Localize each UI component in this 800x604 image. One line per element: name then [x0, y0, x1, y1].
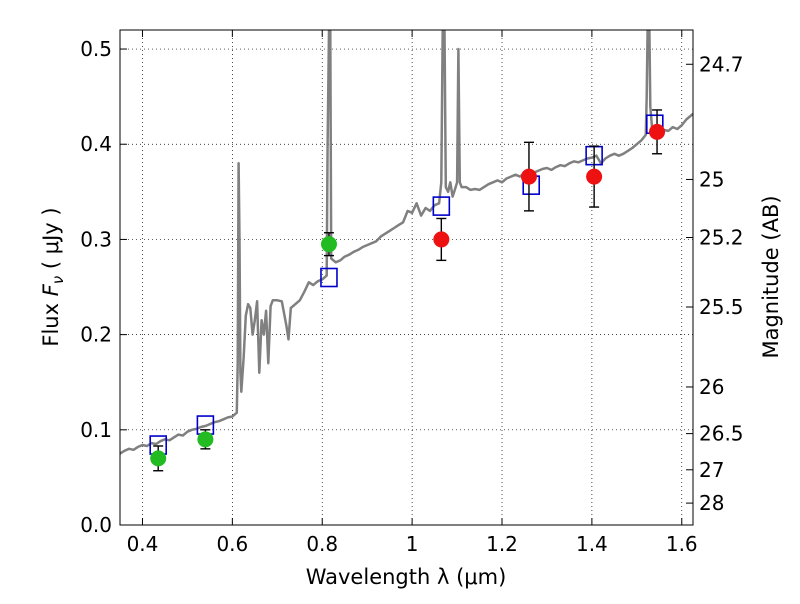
x-tick-label: 0.4: [127, 532, 159, 556]
y-tick-label: 0.3: [80, 227, 112, 251]
x-tick-label: 1: [406, 532, 419, 556]
y2-axis-label: Magnitude (AB): [759, 195, 783, 358]
model-spectrum-layer: [120, 30, 693, 455]
y2-tick-label: 26: [699, 375, 724, 399]
x-tick-label: 1.6: [666, 532, 698, 556]
y2-tick-label: 26.5: [699, 422, 744, 446]
x-axis-label: Wavelength λ (μm): [306, 565, 507, 589]
y2-tick-label: 27: [699, 458, 724, 482]
y2-tick-label: 25.2: [699, 226, 744, 250]
y-axis-label-symbol: F: [39, 283, 63, 296]
observed-nir-point: [520, 168, 537, 185]
observed-optical-point: [197, 431, 214, 448]
y-axis-label-suffix: ( μJy ): [39, 207, 63, 275]
y-axis-label-subscript: ν: [49, 276, 67, 284]
model-spectrum-line: [120, 30, 693, 455]
observed-optical-point: [320, 236, 337, 253]
observed-nir-point: [433, 231, 450, 248]
y2-tick-label: 28: [699, 491, 724, 515]
x-tick-label: 0.8: [306, 532, 338, 556]
x-tick-label: 1.2: [486, 532, 518, 556]
y2-tick-label: 25: [699, 167, 724, 191]
model-photometry-square: [432, 196, 451, 216]
y-axis-label: Flux Fν ( μJy ): [39, 207, 67, 346]
x-tick-label: 1.4: [576, 532, 608, 556]
y-axis-label-prefix: Flux: [39, 296, 63, 346]
y2-tick-label: 25.5: [699, 295, 744, 319]
y-tick-label: 0.5: [80, 37, 112, 61]
y-tick-label: 0.1: [80, 418, 112, 442]
observed-optical-point: [150, 450, 167, 467]
ticks-layer: 0.4 0.6 0.8 1 1.2 1.4 1.6 0.0 0.1 0.2 0.3 0.4 0.5 24.…: [80, 30, 744, 556]
observed-nir-point: [586, 168, 603, 185]
plot-frame: [119, 29, 694, 526]
x-tick-label: 0.6: [216, 532, 248, 556]
grid: [120, 30, 693, 526]
observed-nir-point: [649, 123, 666, 140]
y-tick-label: 0.0: [80, 513, 112, 537]
model-photometry-square: [320, 267, 338, 288]
y-tick-label: 0.4: [80, 132, 112, 156]
data-points-layer: [149, 109, 666, 472]
y-tick-label: 0.2: [80, 323, 112, 347]
y2-tick-label: 24.7: [699, 52, 744, 76]
